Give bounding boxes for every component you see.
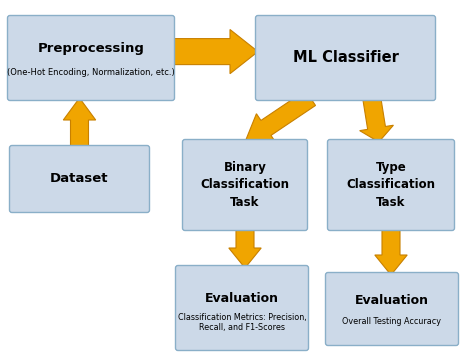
Polygon shape	[245, 91, 316, 142]
FancyBboxPatch shape	[326, 273, 458, 345]
Text: Evaluation: Evaluation	[205, 292, 279, 305]
FancyBboxPatch shape	[182, 140, 308, 230]
Text: Overall Testing Accuracy: Overall Testing Accuracy	[343, 317, 441, 326]
FancyBboxPatch shape	[175, 266, 309, 350]
FancyBboxPatch shape	[9, 146, 149, 213]
Polygon shape	[229, 228, 261, 268]
FancyBboxPatch shape	[255, 16, 436, 100]
Polygon shape	[360, 97, 393, 142]
Text: Binary
Classification
Task: Binary Classification Task	[201, 160, 290, 209]
Polygon shape	[172, 29, 258, 74]
Text: Dataset: Dataset	[50, 173, 109, 186]
Polygon shape	[64, 98, 96, 210]
FancyBboxPatch shape	[328, 140, 455, 230]
FancyBboxPatch shape	[8, 16, 174, 100]
Text: Preprocessing: Preprocessing	[37, 42, 145, 55]
Text: Classification Metrics: Precision,
Recall, and F1-Scores: Classification Metrics: Precision, Recal…	[178, 313, 306, 332]
Text: ML Classifier: ML Classifier	[292, 50, 399, 66]
Text: (One-Hot Encoding, Normalization, etc.): (One-Hot Encoding, Normalization, etc.)	[7, 68, 175, 77]
Text: Evaluation: Evaluation	[355, 294, 429, 307]
Polygon shape	[375, 228, 407, 275]
Text: Type
Classification
Task: Type Classification Task	[346, 160, 436, 209]
